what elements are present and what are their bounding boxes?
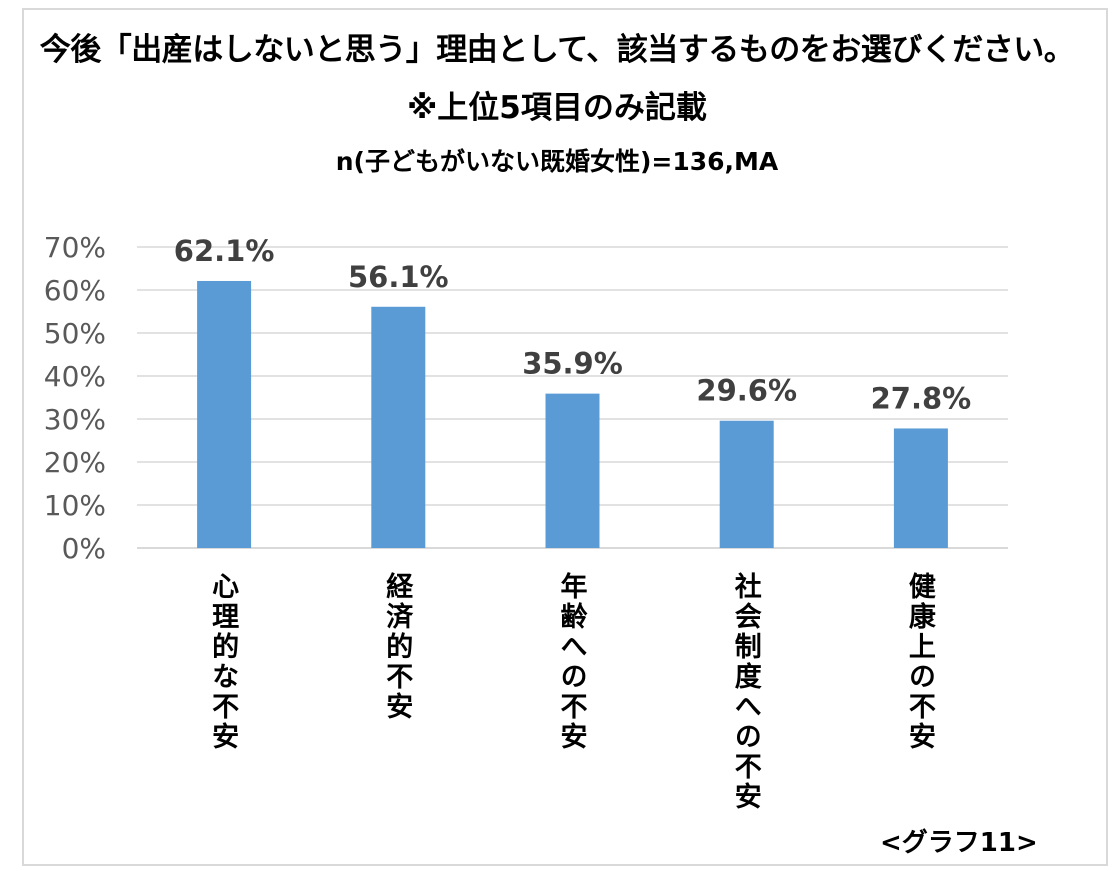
- chart-title: 今後「出産はしないと思う」理由として、該当するものをお選びください。: [39, 32, 1075, 68]
- y-tick-label: 50%: [44, 317, 106, 350]
- y-tick-label: 30%: [44, 403, 106, 436]
- data-label: 56.1%: [348, 260, 449, 294]
- category-label: 健康上の不安: [903, 572, 935, 752]
- y-tick-label: 20%: [44, 446, 106, 479]
- y-tick-label: 60%: [44, 274, 106, 307]
- y-tick-label: 40%: [44, 360, 106, 393]
- category-label: 心理的な不安: [207, 572, 239, 752]
- bar: [371, 306, 426, 548]
- bar: [893, 428, 948, 548]
- chart-subtitle: ※上位5項目のみ記載: [407, 90, 707, 126]
- graph-number-label: <グラフ11>: [880, 828, 1038, 858]
- bar: [197, 280, 252, 548]
- chart-sample-note: n(子どもがいない既婚女性)=136,MA: [335, 147, 779, 176]
- bar: [719, 420, 774, 548]
- data-label: 62.1%: [174, 234, 275, 268]
- data-label: 29.6%: [696, 374, 797, 408]
- data-label: 35.9%: [522, 347, 623, 381]
- y-tick-label: 10%: [44, 489, 106, 522]
- category-label: 社会制度への不安: [729, 572, 761, 812]
- y-tick-label: 70%: [44, 231, 106, 264]
- category-label: 年齢への不安: [555, 572, 587, 752]
- bar: [545, 393, 600, 548]
- data-label: 27.8%: [871, 381, 972, 415]
- y-tick-label: 0%: [62, 532, 106, 565]
- category-label: 経済的不安: [381, 572, 413, 722]
